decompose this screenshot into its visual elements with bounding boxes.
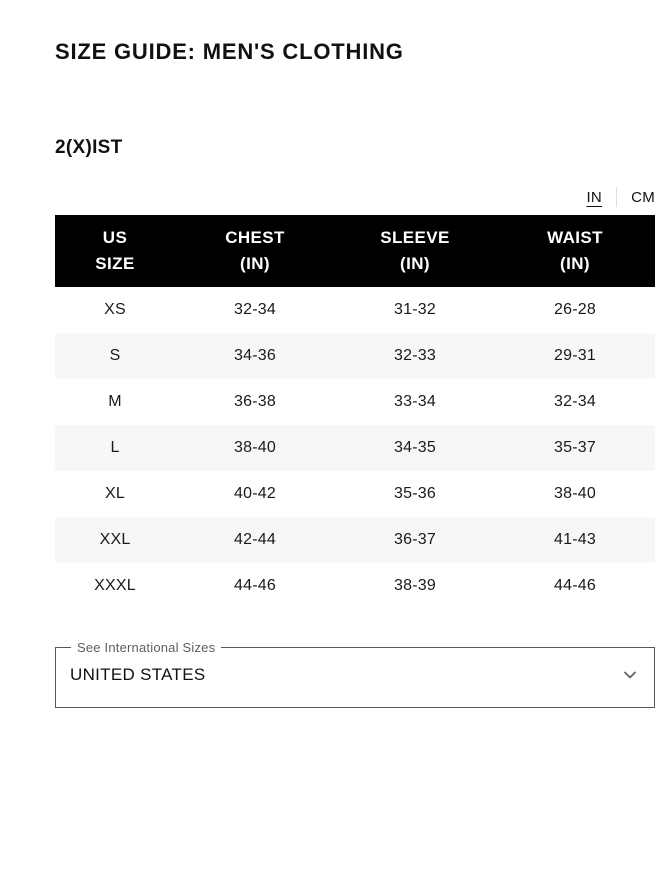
column-header-text: WAIST [547,228,603,247]
column-header-text: (IN) [560,254,590,273]
size-cell: S [109,347,121,364]
sleeve-cell: 38-39 [394,577,436,594]
table-row: L 38-40 34-35 35-37 [55,425,655,471]
chest-cell: 44-46 [234,577,276,594]
international-sizes-select[interactable]: See International Sizes UNITED STATES [55,640,655,708]
sleeve-cell: 35-36 [394,485,436,502]
table-row: XXL 42-44 36-37 41-43 [55,517,655,563]
size-table: US SIZE CHEST (IN) SLEEVE (IN) WAIST (IN… [55,215,655,609]
table-row: XXXL 44-46 38-39 44-46 [55,563,655,609]
country-dropdown[interactable]: UNITED STATES [70,655,640,695]
size-guide-panel: SIZE GUIDE: MEN'S CLOTHING 2(X)IST IN CM… [55,0,655,708]
unit-toggle: IN CM [55,186,655,208]
column-header-waist: WAIST (IN) [495,215,655,287]
chest-cell: 42-44 [234,531,276,548]
size-cell: L [110,439,120,456]
chest-cell: 32-34 [234,301,276,318]
waist-cell: 26-28 [554,301,596,318]
waist-cell: 35-37 [554,439,596,456]
unit-in-button[interactable]: IN [586,188,603,206]
chest-cell: 38-40 [234,439,276,456]
size-cell: M [108,393,122,410]
chest-cell: 36-38 [234,393,276,410]
international-sizes-label: See International Sizes [77,640,216,655]
column-header-text: SIZE [95,254,135,273]
sleeve-cell: 36-37 [394,531,436,548]
waist-cell: 44-46 [554,577,596,594]
brand-name: 2(X)IST [55,137,123,158]
chest-cell: 40-42 [234,485,276,502]
column-header-text: CHEST [225,228,285,247]
page-title: SIZE GUIDE: MEN'S CLOTHING [55,39,404,64]
column-header-text: (IN) [240,254,270,273]
column-header-sleeve: SLEEVE (IN) [335,215,495,287]
waist-cell: 29-31 [554,347,596,364]
column-header-chest: CHEST (IN) [175,215,335,287]
country-dropdown-value: UNITED STATES [70,665,206,684]
table-row: M 36-38 33-34 32-34 [55,379,655,425]
sleeve-cell: 34-35 [394,439,436,456]
column-header-text: US [102,228,128,247]
table-row: XL 40-42 35-36 38-40 [55,471,655,517]
chest-cell: 34-36 [234,347,276,364]
column-header-us-size: US SIZE [55,215,175,287]
waist-cell: 32-34 [554,393,596,410]
column-header-text: SLEEVE [380,228,450,247]
waist-cell: 41-43 [554,531,596,548]
column-header-text: (IN) [400,254,430,273]
sleeve-cell: 31-32 [394,301,436,318]
table-row: S 34-36 32-33 29-31 [55,333,655,379]
waist-cell: 38-40 [554,485,596,502]
size-cell: XXXL [94,577,136,594]
size-table-header: US SIZE CHEST (IN) SLEEVE (IN) WAIST (IN… [55,215,655,287]
sleeve-cell: 33-34 [394,393,436,410]
table-row: XS 32-34 31-32 26-28 [55,287,655,333]
chevron-down-icon [622,667,640,683]
sleeve-cell: 32-33 [394,347,436,364]
size-cell: XL [105,485,125,502]
size-cell: XS [104,301,126,318]
unit-cm-button[interactable]: CM [631,188,655,206]
size-cell: XXL [99,531,131,548]
unit-divider [616,187,618,207]
